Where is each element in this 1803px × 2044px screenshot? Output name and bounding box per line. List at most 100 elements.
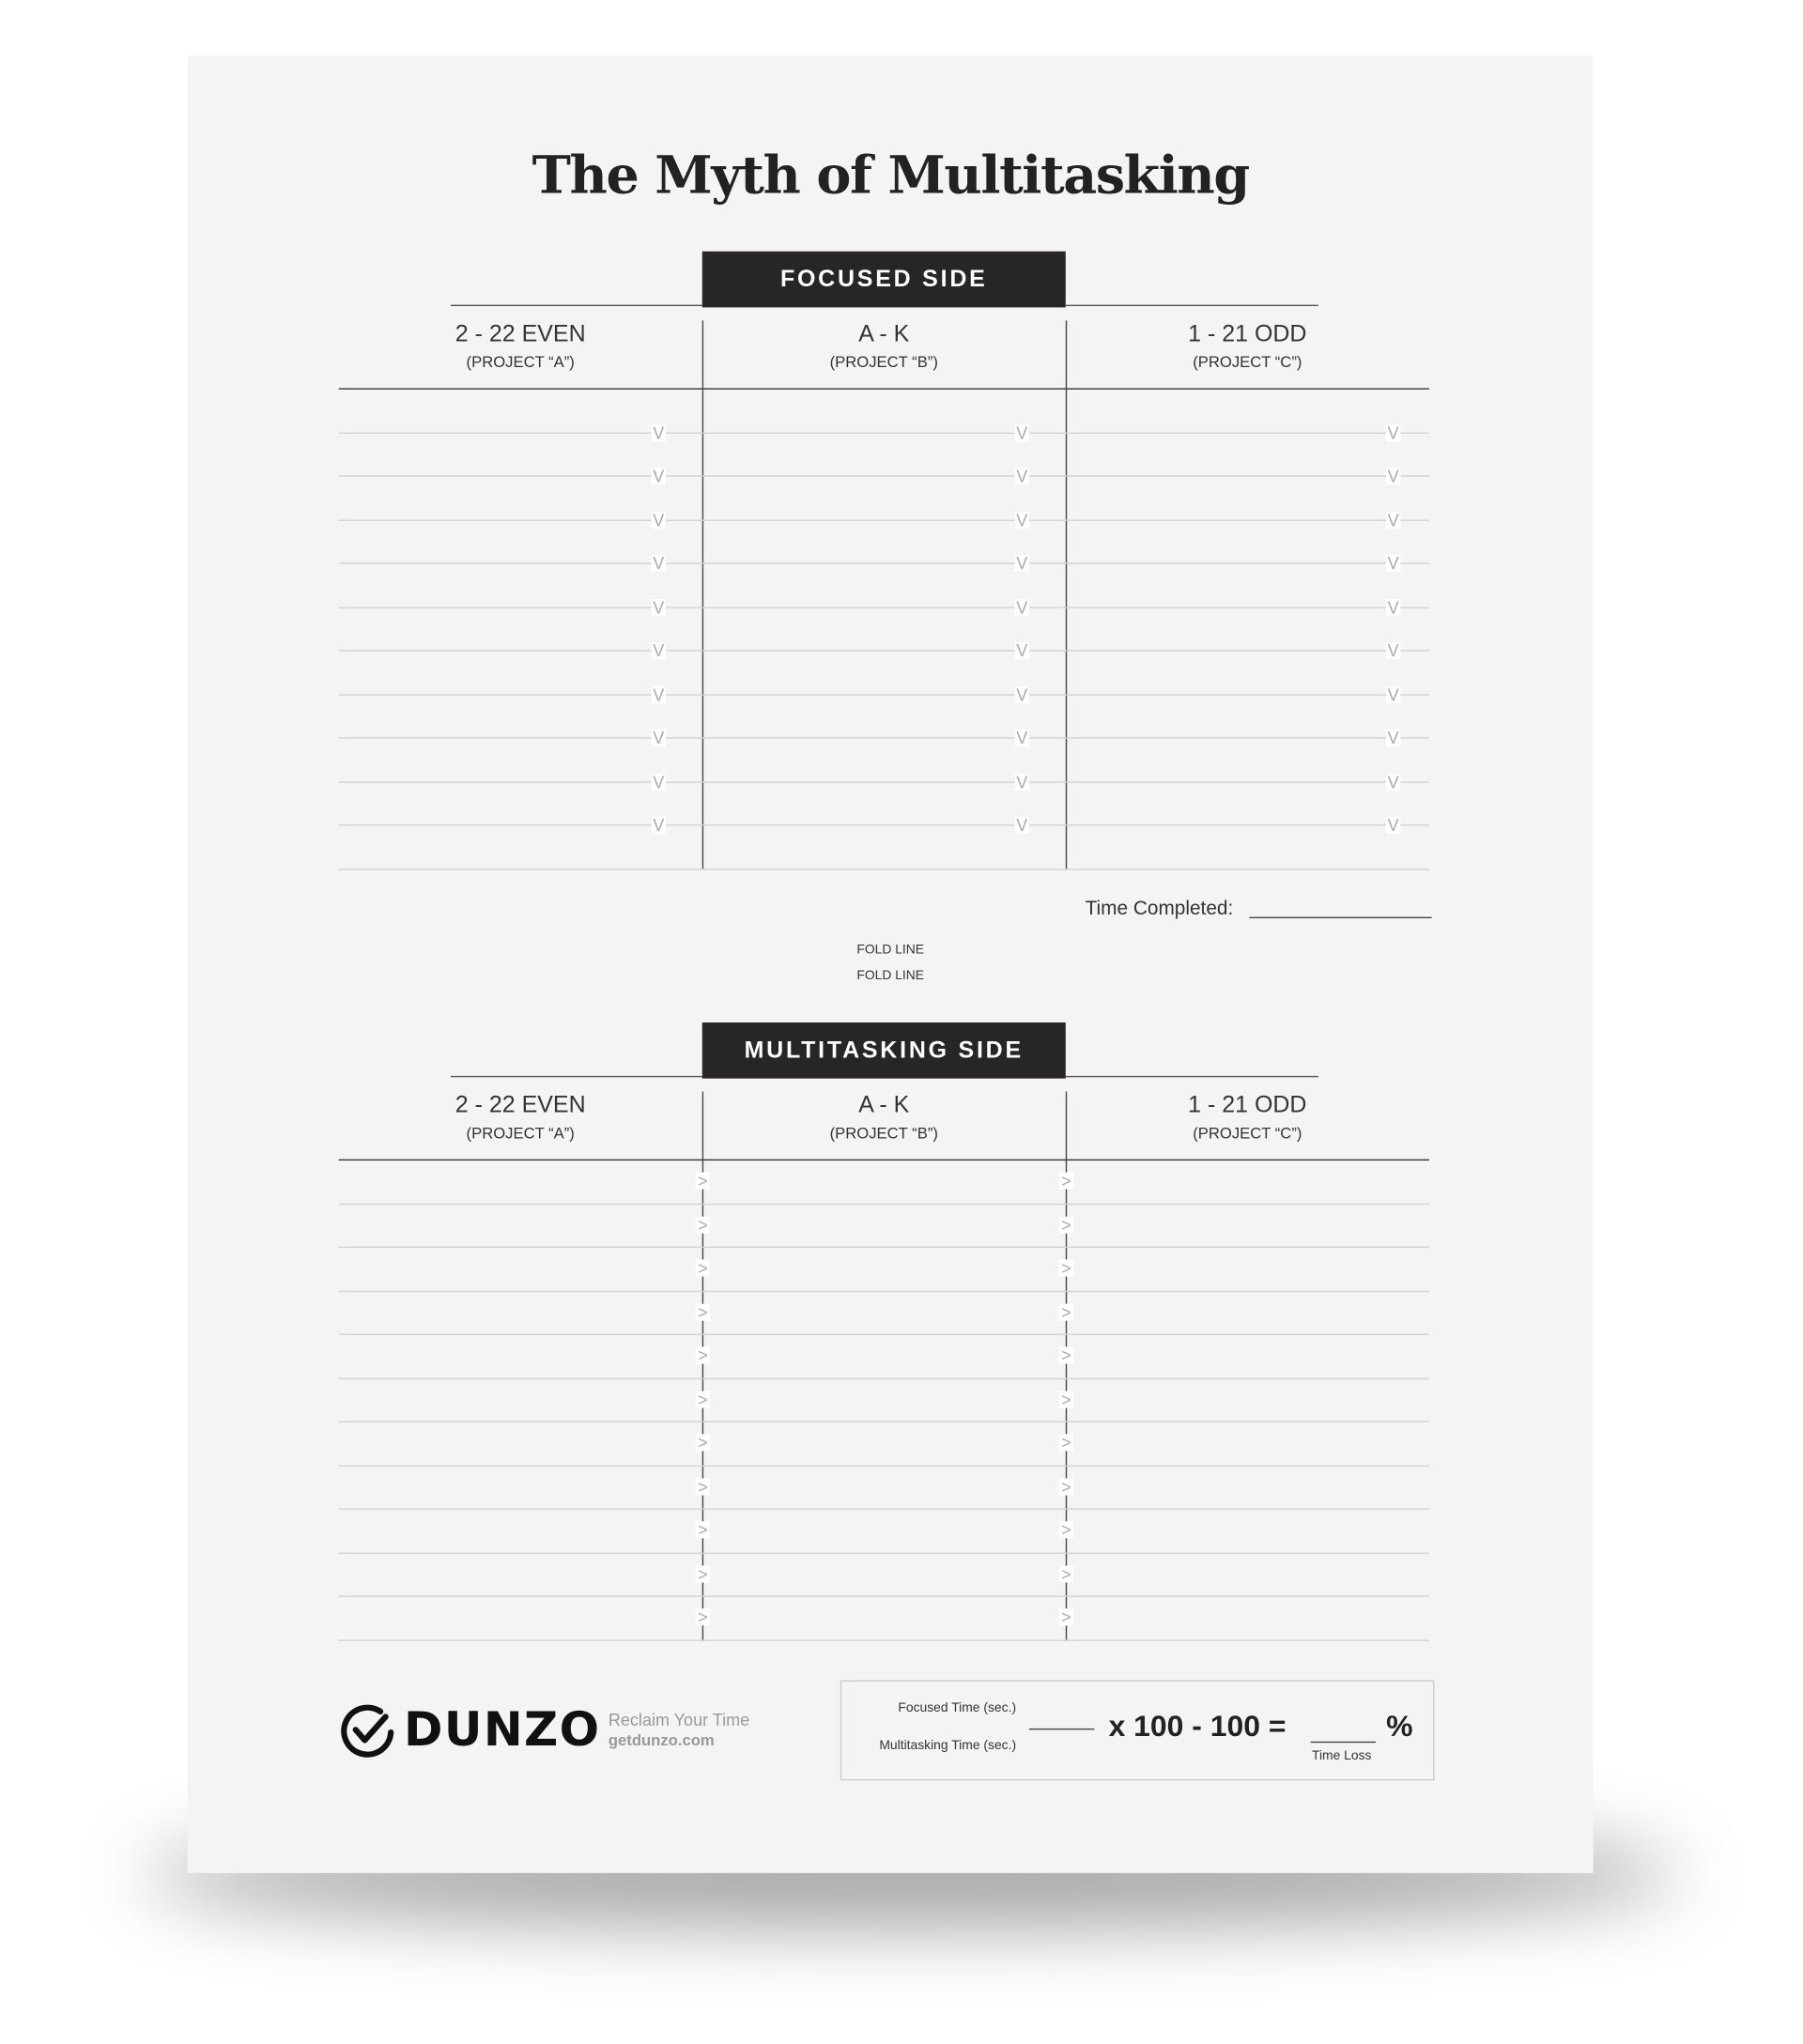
chevron-marker: V	[651, 553, 666, 574]
chevron-marker: V	[1386, 640, 1401, 661]
brand-name: DUNZO	[404, 1702, 601, 1757]
row-line[interactable]	[338, 1377, 1429, 1379]
worksheet-page: The Myth of Multitasking FOCUSED SIDE 2 -…	[187, 55, 1594, 1873]
row-line[interactable]	[338, 693, 1429, 696]
time-completed-field[interactable]	[1249, 916, 1432, 919]
column-divider	[1065, 320, 1068, 868]
banner-rule	[1065, 1075, 1318, 1078]
multitasking-time-label: Multitasking Time (sec.)	[879, 1739, 1017, 1754]
chevron-marker: >	[695, 1346, 711, 1364]
chevron-marker: V	[1014, 728, 1029, 748]
chevron-marker: >	[1058, 1478, 1074, 1495]
check-circle-icon	[341, 1704, 394, 1758]
chevron-marker: >	[1058, 1259, 1074, 1277]
chevron-marker: >	[695, 1259, 711, 1277]
chevron-marker: V	[651, 510, 666, 530]
formula-expression: x 100 - 100 =	[1108, 1709, 1287, 1744]
row-line[interactable]	[338, 1246, 1429, 1249]
column-header: 1 - 21 ODD (PROJECT “C”)	[1066, 1092, 1429, 1143]
chevron-marker: >	[695, 1391, 711, 1407]
banner-rule	[1065, 304, 1318, 307]
row-line[interactable]	[338, 1203, 1429, 1205]
column-title: A - K	[858, 1091, 910, 1118]
row-line[interactable]	[338, 1290, 1429, 1292]
chevron-marker: >	[1058, 1608, 1074, 1626]
column-subtitle: (PROJECT “B”)	[829, 1124, 938, 1143]
column-subtitle: (PROJECT “B”)	[829, 352, 938, 372]
chevron-marker: V	[651, 771, 666, 791]
chevron-marker: >	[1058, 1521, 1074, 1539]
chevron-marker: >	[1058, 1216, 1074, 1234]
chevron-marker: V	[1386, 728, 1401, 748]
row-line[interactable]	[338, 475, 1429, 477]
row-line[interactable]	[338, 824, 1429, 826]
row-line[interactable]	[338, 1595, 1429, 1597]
chevron-marker: V	[1386, 684, 1401, 704]
column-divider	[701, 1091, 704, 1639]
chevron-marker: V	[1386, 510, 1401, 530]
column-header: A - K (PROJECT “B”)	[702, 320, 1066, 371]
chevron-marker: >	[695, 1478, 711, 1495]
chevron-marker: V	[1386, 771, 1401, 791]
column-title: 2 - 22 EVEN	[455, 1091, 586, 1118]
row-line[interactable]	[338, 650, 1429, 652]
chevron-marker: V	[1014, 423, 1029, 442]
row-line[interactable]	[338, 1508, 1429, 1510]
chevron-marker: >	[695, 1608, 711, 1626]
chevron-marker: >	[695, 1521, 711, 1539]
section-banner: MULTITASKING SIDE	[701, 1022, 1066, 1079]
chevron-marker: V	[1014, 684, 1029, 704]
column-subtitle: (PROJECT “C”)	[1193, 1124, 1302, 1143]
chevron-marker: V	[1386, 423, 1401, 442]
column-title: 2 - 22 EVEN	[455, 320, 586, 347]
section-banner: FOCUSED SIDE	[701, 251, 1066, 308]
row-line[interactable]	[338, 737, 1429, 739]
chevron-marker: V	[1386, 815, 1401, 836]
row-line[interactable]	[338, 1464, 1429, 1467]
chevron-marker: V	[651, 466, 666, 486]
row-line[interactable]	[338, 780, 1429, 783]
row-line[interactable]	[338, 562, 1429, 564]
fold-line-label: FOLD LINE	[856, 969, 925, 984]
chevron-marker: >	[695, 1303, 711, 1321]
banner-rule	[450, 1075, 702, 1078]
chevron-marker: V	[1014, 466, 1029, 486]
focused-time-label: Focused Time (sec.)	[898, 1700, 1017, 1716]
chevron-marker: V	[651, 815, 666, 836]
chevron-marker: V	[1014, 553, 1029, 574]
chevron-marker: >	[1058, 1565, 1074, 1582]
chevron-marker: V	[1386, 597, 1401, 617]
column-divider	[701, 320, 704, 868]
row-line[interactable]	[338, 1551, 1429, 1554]
column-header: 2 - 22 EVEN (PROJECT “A”)	[339, 1092, 702, 1143]
chevron-marker: >	[695, 1565, 711, 1582]
chevron-marker: V	[651, 423, 666, 442]
time-loss-label: Time Loss	[1311, 1749, 1372, 1764]
chevron-marker: V	[1014, 510, 1029, 530]
row-line[interactable]	[338, 431, 1429, 434]
row-line[interactable]	[338, 1638, 1429, 1641]
dunzo-logo: DUNZO	[339, 1701, 601, 1759]
time-completed-label: Time Completed:	[1085, 897, 1234, 920]
chevron-marker: V	[1386, 466, 1401, 486]
chevron-marker: V	[651, 597, 666, 617]
chevron-marker: V	[651, 640, 666, 661]
column-title: A - K	[858, 320, 910, 347]
column-header: 2 - 22 EVEN (PROJECT “A”)	[339, 320, 702, 371]
row-line[interactable]	[338, 868, 1429, 870]
chevron-marker: V	[1014, 771, 1029, 791]
chevron-marker: >	[695, 1173, 711, 1190]
row-line[interactable]	[338, 518, 1429, 521]
fold-line-label: FOLD LINE	[856, 943, 925, 958]
chevron-marker: >	[1058, 1346, 1074, 1364]
time-loss-field[interactable]	[1310, 1741, 1376, 1744]
chevron-marker: >	[1058, 1391, 1074, 1407]
tagline: Reclaim Your Time	[608, 1710, 750, 1730]
column-header: A - K (PROJECT “B”)	[702, 1092, 1066, 1143]
row-line[interactable]	[338, 1333, 1429, 1335]
chevron-marker: >	[695, 1216, 711, 1234]
website-link[interactable]: getdunzo.com	[608, 1730, 715, 1750]
column-subtitle: (PROJECT “C”)	[1193, 352, 1302, 372]
chevron-marker: V	[651, 684, 666, 704]
column-header: 1 - 21 ODD (PROJECT “C”)	[1066, 320, 1429, 371]
